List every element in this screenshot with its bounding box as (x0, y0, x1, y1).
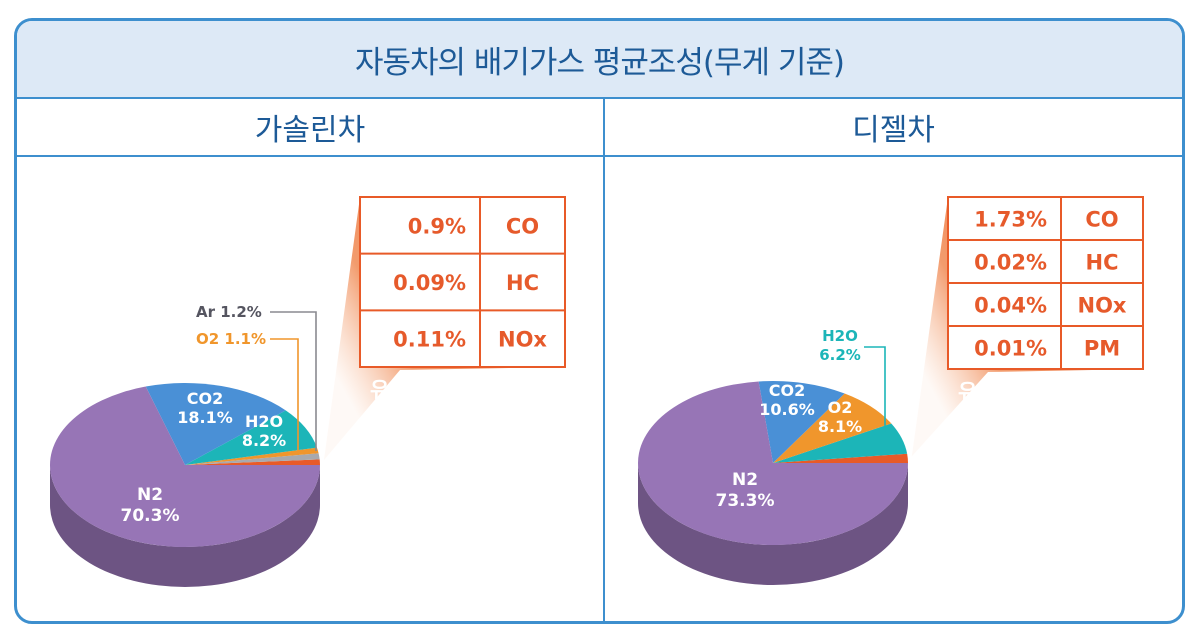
harmful-value: 0.02% (974, 251, 1047, 275)
harmful-value: 1.73% (974, 208, 1047, 232)
harmful-table: 1.73% CO 0.02% HC 0.04% NOx 0.01% PM (947, 196, 1144, 370)
slice-label-ar: Ar 1.2% (196, 303, 262, 321)
harmful-label: 유해물질 (958, 380, 1035, 404)
harmful-table: 0.9% CO 0.09% HC 0.11% NOx (359, 196, 566, 368)
slice-co2 (145, 383, 286, 465)
harmful-name: CO (506, 214, 539, 238)
slice-side-n2 (638, 463, 908, 585)
slice-label-co2: CO2 (187, 389, 223, 408)
slice-label-o2: O2 1.1% (196, 330, 266, 348)
harmful-value: 0.01% (974, 337, 1047, 361)
slice-h2o (773, 423, 908, 463)
harmful-name: CO (1085, 208, 1118, 232)
slice-value-n2: 70.3% (121, 506, 180, 526)
o2-leader (270, 338, 299, 455)
harmful-name: NOx (498, 328, 547, 352)
ar-leader (270, 311, 317, 451)
slice-value-co2: 10.6% (759, 400, 815, 419)
slice-side-n2 (50, 465, 320, 587)
harmful-name: HC (1086, 251, 1119, 275)
slice-value-o2: 8.1% (818, 417, 862, 436)
slice-value-co2: 18.1% (177, 408, 233, 427)
harmful-value: 0.9% (408, 214, 466, 238)
slice-label-o2: O2 (828, 398, 853, 417)
diesel-pie: 1.73% CO 0.02% HC 0.04% NOx 0.01% PM 유해물질 N273.3%… (638, 196, 1144, 585)
h2o-leader (864, 346, 886, 432)
gasoline-header: 가솔린차 (17, 99, 603, 157)
slice-value-h2o: 6.2% (819, 346, 861, 364)
harmful-value: 0.11% (393, 328, 466, 352)
page-title: 자동차의 배기가스 평균조성(무게 기준) (17, 21, 1182, 99)
harmful-name: NOx (1078, 294, 1127, 318)
column-divider (603, 97, 605, 621)
harmful-label: 유해물질 (370, 378, 447, 402)
slice-label-n2: N2 (732, 470, 758, 490)
harmful-value: 0.04% (974, 294, 1047, 318)
slice-label-n2: N2 (137, 485, 163, 505)
slice-ar (185, 453, 320, 465)
slice-h2o (185, 410, 317, 465)
slice-value-n2: 73.3% (716, 491, 775, 511)
slice-co2 (758, 381, 845, 463)
slice-o2 (773, 393, 892, 463)
slice-value-h2o: 8.2% (242, 431, 286, 450)
harmful-name: HC (506, 271, 539, 295)
slice-label-co2: CO2 (769, 381, 805, 400)
slice-label-h2o: H2O (822, 327, 858, 345)
slice-n2 (638, 381, 908, 545)
slice-label-h2o: H2O (245, 412, 283, 431)
diesel-header: 디젤차 (605, 99, 1182, 157)
slice-유해물질 (773, 453, 908, 463)
slice-n2 (50, 386, 321, 547)
slice-o2 (185, 447, 319, 465)
slice-유해물질 (185, 459, 320, 465)
harmful-value: 0.09% (393, 271, 466, 295)
harmful-name: PM (1084, 337, 1120, 361)
